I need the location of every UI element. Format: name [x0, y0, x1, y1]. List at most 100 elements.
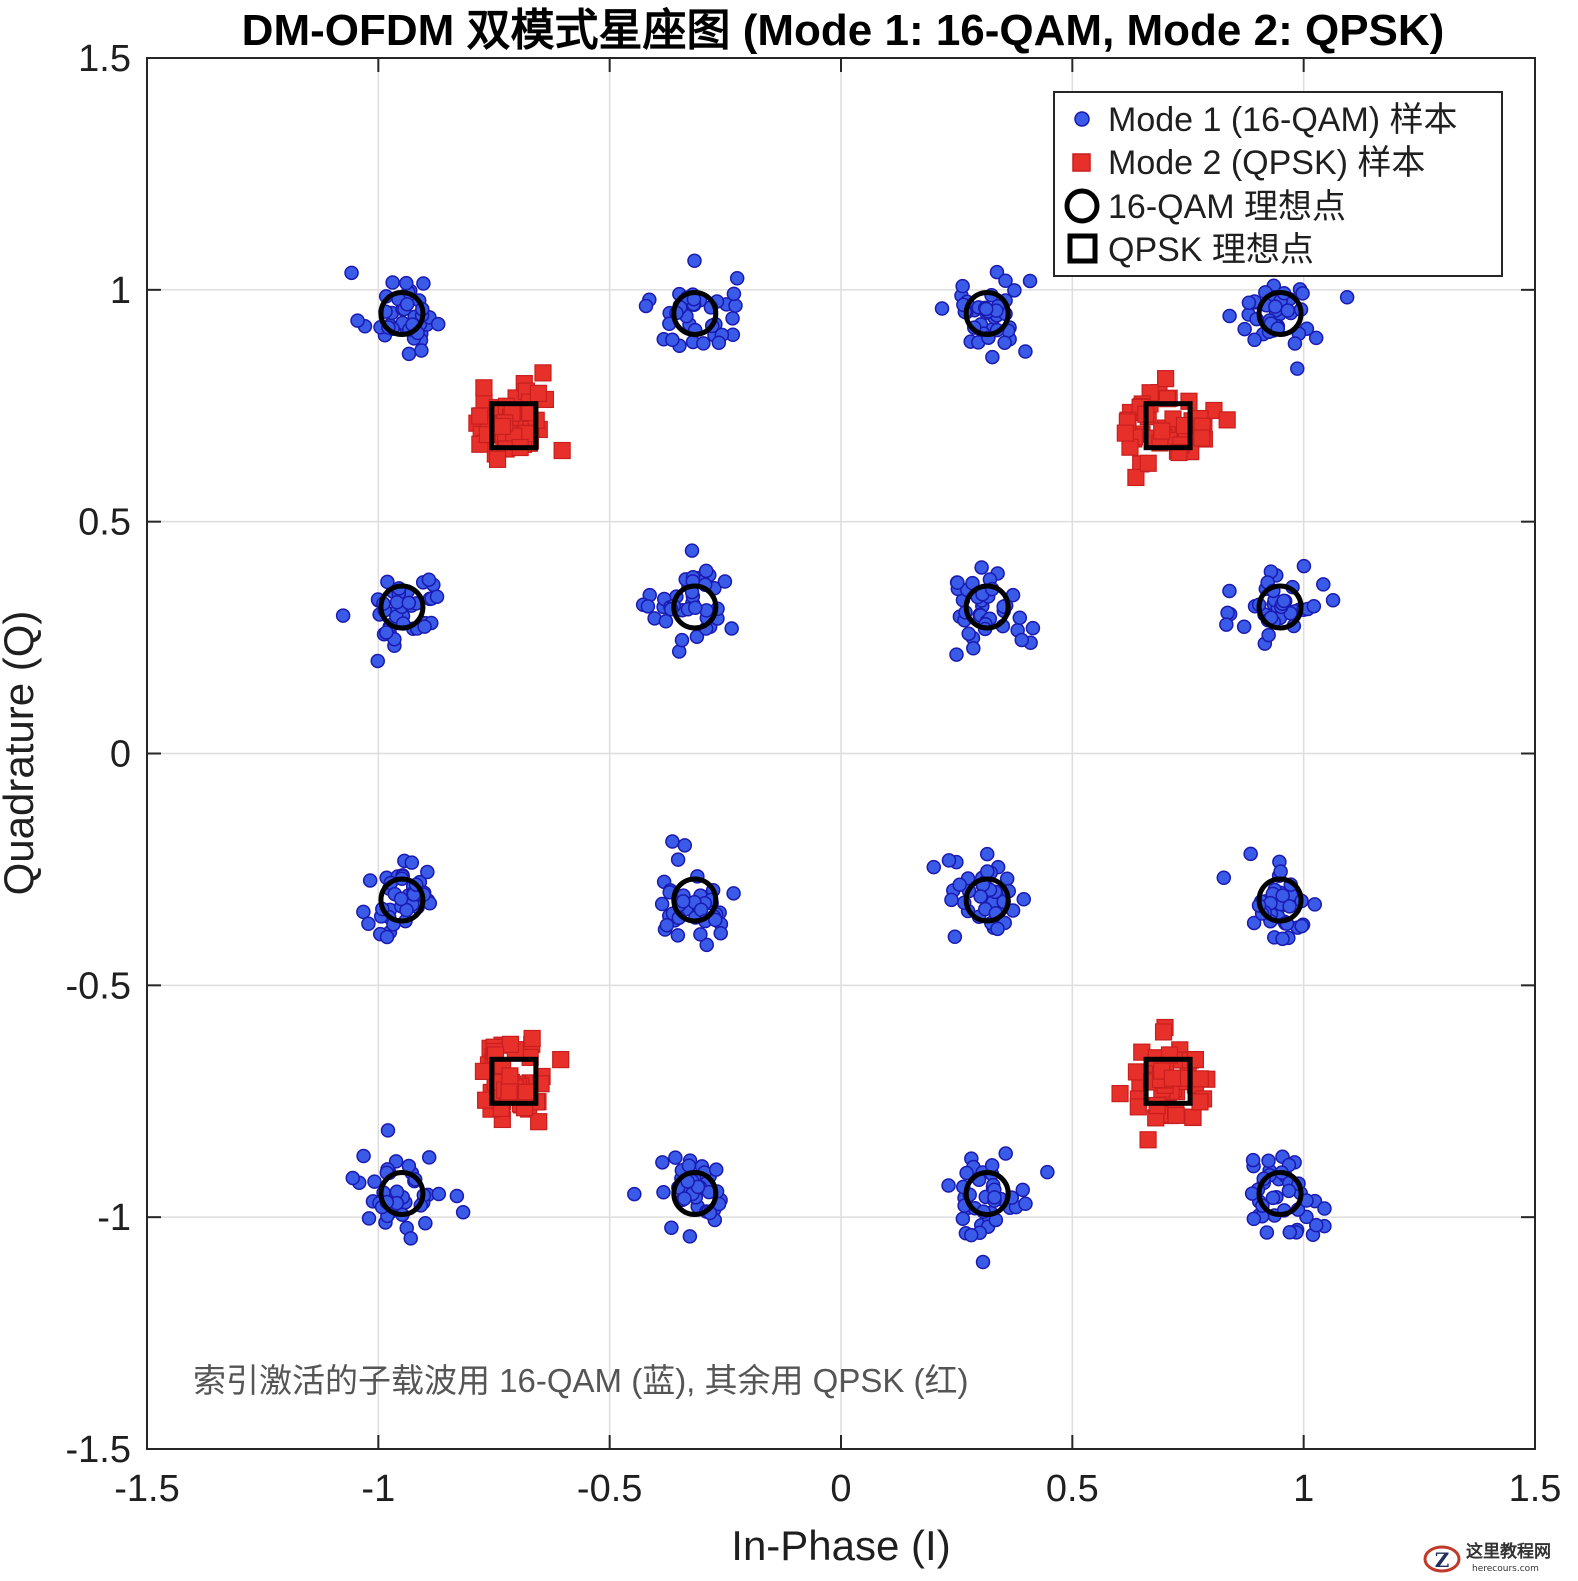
watermark-url: herecours.com — [1472, 1564, 1539, 1574]
legend-marker-mode1 — [1074, 111, 1090, 127]
y-tick-label: 1 — [110, 270, 131, 312]
mode1-sample-point — [997, 335, 1012, 350]
mode1-sample-point — [964, 1227, 979, 1243]
mode1-sample-point — [1308, 1217, 1324, 1233]
mode1-sample-point — [677, 838, 693, 853]
mode1-sample-point — [379, 625, 394, 640]
mode1-sample-point — [361, 1211, 377, 1226]
mode1-sample-point — [335, 608, 351, 623]
mode2-sample-point — [1129, 1098, 1147, 1116]
mode1-sample-point — [1282, 899, 1297, 914]
x-tick-label: 1 — [1293, 1468, 1314, 1510]
mode2-sample-point — [1116, 424, 1134, 442]
mode2-sample-point — [553, 441, 571, 460]
x-tick-label: 1.5 — [1509, 1468, 1562, 1510]
mode1-sample-point — [393, 891, 409, 907]
mode1-sample-point — [1246, 915, 1262, 931]
16qam-ideal-point — [963, 1170, 1011, 1218]
mode1-sample-point — [941, 853, 957, 868]
legend-box — [1053, 91, 1503, 277]
mode1-sample-point — [668, 1150, 683, 1165]
legend: Mode 1 (16-QAM) 样本 Mode 2 (QPSK) 样本 16-Q… — [1053, 91, 1503, 277]
mode1-sample-point — [1219, 617, 1234, 632]
mode1-sample-point — [344, 265, 359, 281]
mode2-sample-point — [530, 1113, 548, 1131]
watermark-logo: Z 这里教程网 herecours.com — [1423, 1541, 1551, 1574]
16qam-ideal-point — [963, 876, 1011, 924]
mode2-sample-point — [1139, 1131, 1157, 1149]
mode1-sample-point — [1306, 598, 1322, 614]
x-tick-label: 0.5 — [1046, 1468, 1099, 1510]
chart-title: DM-OFDM 双模式星座图 (Mode 1: 16-QAM, Mode 2: … — [242, 6, 1445, 55]
mode2-sample-point — [474, 1062, 493, 1081]
qpsk-ideal-point — [489, 401, 539, 451]
mode1-sample-point — [1012, 610, 1028, 626]
legend-marker-qpsk-ideal — [1067, 233, 1098, 264]
mode1-sample-point — [1216, 870, 1232, 886]
mode1-sample-point — [717, 574, 733, 589]
mode1-sample-point — [941, 1178, 956, 1193]
16qam-ideal-point — [671, 583, 719, 631]
mode1-sample-point — [980, 864, 995, 879]
mode1-sample-point — [429, 589, 445, 604]
x-tick-label: -1.5 — [114, 1468, 179, 1510]
mode1-sample-point — [627, 1186, 642, 1202]
mode2-sample-point — [471, 407, 489, 425]
legend-marker-mode2 — [1072, 153, 1091, 172]
mode1-sample-point — [403, 1231, 418, 1246]
qpsk-ideal-point — [1143, 1056, 1193, 1106]
watermark-title: 这里教程网 — [1466, 1541, 1551, 1562]
x-axis-label: In-Phase (I) — [731, 1522, 950, 1569]
mode2-sample-point — [1157, 370, 1175, 388]
mode1-sample-point — [421, 572, 437, 587]
mode2-sample-point — [1167, 1106, 1185, 1124]
16qam-ideal-point — [671, 289, 719, 337]
mode2-sample-point — [1191, 1093, 1209, 1111]
mode1-sample-point — [725, 311, 740, 326]
mode1-sample-point — [711, 335, 727, 350]
mode1-sample-point — [1259, 1225, 1275, 1240]
mode2-sample-point — [493, 417, 512, 436]
mode1-sample-point — [729, 270, 745, 286]
legend-marker-16qam-ideal — [1064, 188, 1100, 224]
16qam-ideal-point — [378, 876, 426, 924]
mode1-sample-point — [418, 1215, 433, 1231]
mode1-sample-point — [1273, 864, 1288, 879]
mode1-sample-point — [979, 846, 995, 862]
mode1-sample-point — [984, 1158, 1000, 1173]
mode1-sample-point — [350, 313, 365, 328]
mode1-sample-point — [389, 594, 405, 610]
mode1-sample-point — [655, 1155, 670, 1170]
qpsk-ideal-point — [1143, 401, 1193, 451]
mode1-sample-point — [708, 912, 723, 928]
mode1-sample-point — [699, 937, 714, 953]
mode1-sample-point — [430, 316, 446, 332]
mode1-sample-point — [978, 301, 994, 317]
mode1-sample-point — [1296, 558, 1312, 574]
mode1-sample-point — [728, 298, 743, 313]
mode1-sample-point — [675, 894, 691, 909]
mode1-sample-point — [674, 632, 690, 648]
mode1-sample-point — [947, 929, 963, 945]
y-axis-label: Quadrature (Q) — [0, 611, 42, 896]
watermark-z-icon: Z — [1435, 1548, 1450, 1572]
mode1-sample-point — [659, 917, 675, 933]
mode1-sample-point — [356, 904, 371, 920]
mode1-sample-point — [1236, 619, 1252, 635]
mode1-sample-point — [379, 929, 395, 945]
mode2-sample-point — [475, 379, 493, 397]
mode1-sample-point — [1025, 620, 1041, 636]
mode2-sample-point — [1127, 1063, 1146, 1081]
mode2-sample-point — [1127, 468, 1145, 487]
mode1-sample-point — [1261, 627, 1276, 643]
mode1-sample-point — [1022, 273, 1038, 289]
mode1-sample-point — [1245, 1152, 1261, 1168]
mode1-sample-point — [698, 563, 714, 579]
mode1-sample-point — [1014, 632, 1029, 648]
y-tick-label: -1 — [97, 1197, 131, 1239]
mode2-sample-point — [517, 1083, 536, 1101]
mode1-sample-point — [1290, 361, 1305, 376]
mode1-sample-point — [726, 286, 742, 302]
mode1-sample-point — [640, 599, 656, 614]
mode1-sample-point — [1295, 286, 1310, 301]
